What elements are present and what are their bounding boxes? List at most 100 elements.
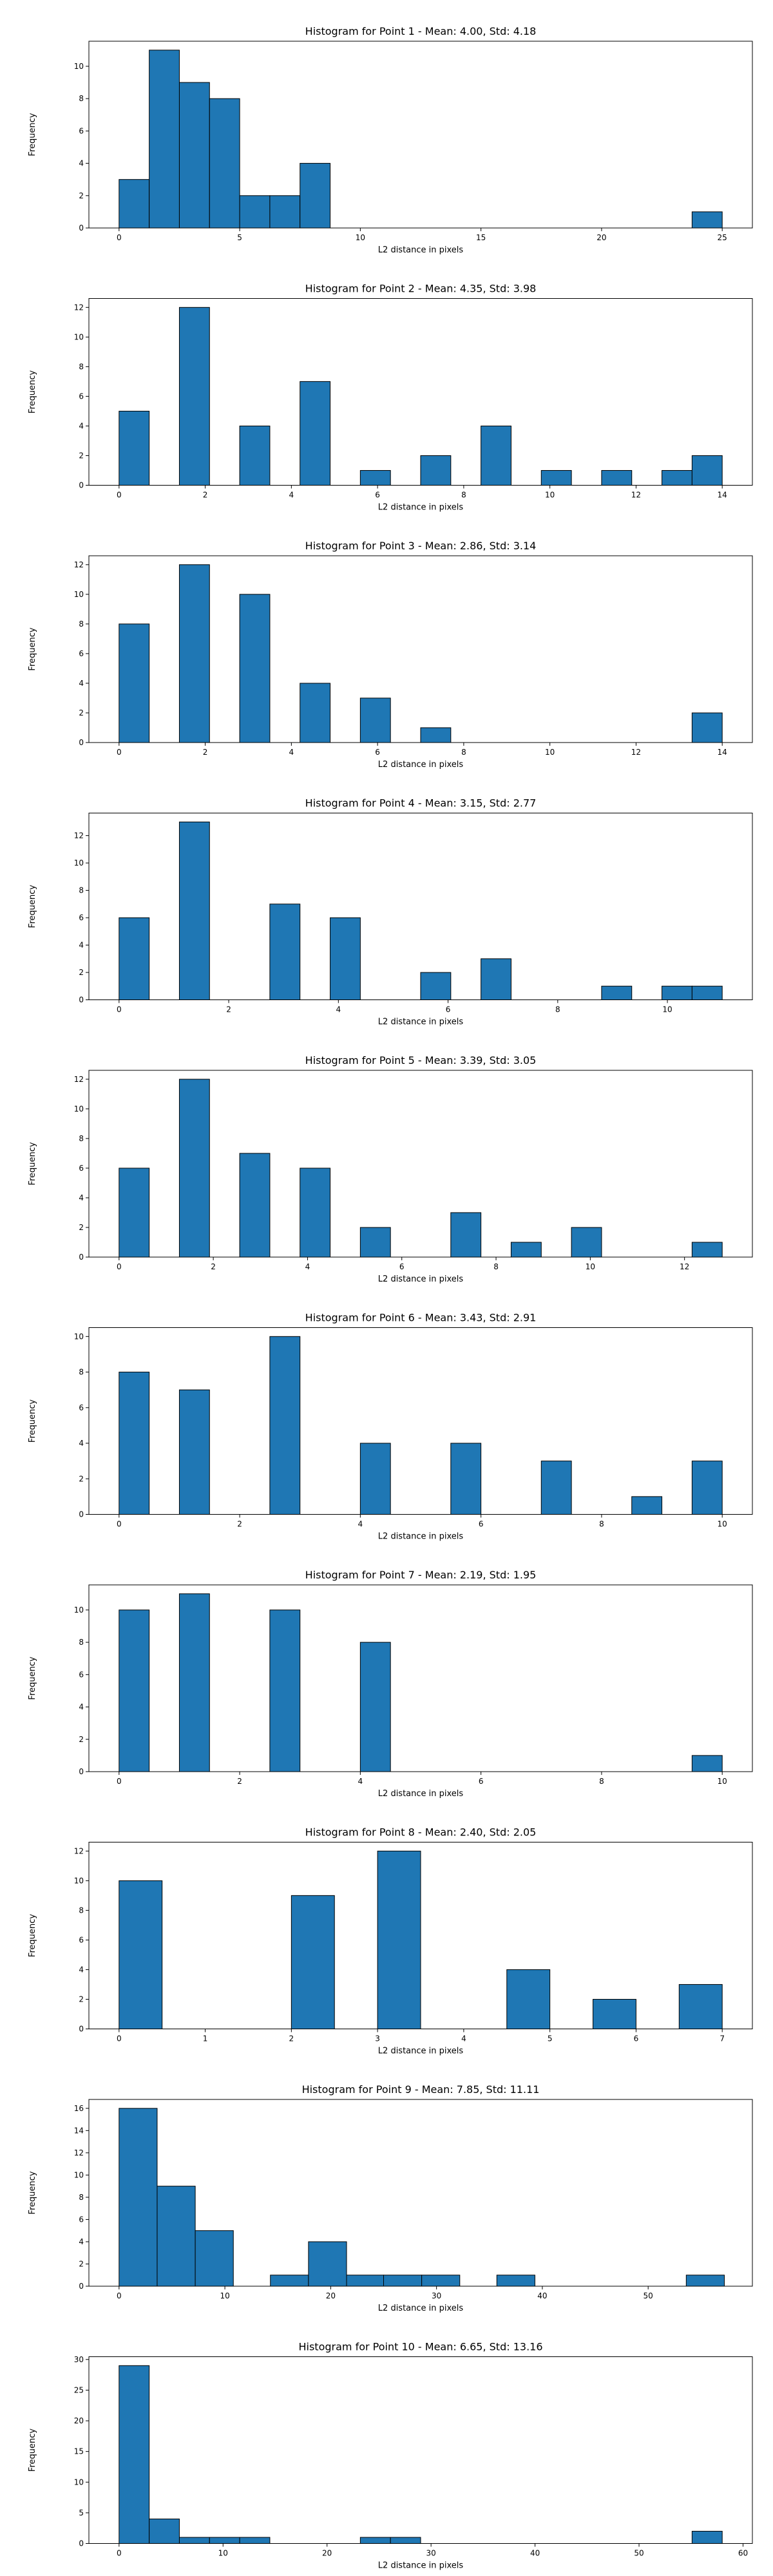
chart-title: Histogram for Point 10 - Mean: 6.65, Std… [298,2341,542,2353]
x-tick-label: 10 [218,2549,228,2558]
y-axis-label: Frequency [28,1656,37,1700]
x-tick-label: 4 [358,1777,363,1786]
histogram-bar [691,1461,723,1515]
chart-title: Histogram for Point 5 - Mean: 3.39, Std:… [305,1054,537,1066]
histogram-bar [359,1443,391,1515]
histogram-bar [239,195,271,229]
histogram-bar [269,195,301,229]
histogram-bar [300,381,331,486]
histogram-panel-8: Histogram for Point 8 - Mean: 2.40, Std:… [28,1826,753,2056]
chart-title: Histogram for Point 6 - Mean: 3.43, Std:… [305,1312,537,1324]
y-tick-label: 12 [74,831,84,840]
histogram-bar [496,2275,535,2287]
x-tick-label: 2 [289,2034,294,2043]
histogram-bar [239,1153,271,1258]
y-tick-label: 0 [79,738,84,747]
y-tick-label: 4 [79,1965,84,1974]
histogram-bar [119,179,150,229]
histogram-bar [119,917,150,1001]
x-tick-label: 5 [237,233,242,242]
x-tick-label: 6 [479,1520,484,1529]
x-tick-label: 10 [545,748,555,757]
y-tick-label: 10 [74,62,84,71]
y-tick-label: 30 [74,2355,84,2364]
y-tick-label: 4 [79,1703,84,1712]
x-tick-label: 40 [530,2549,540,2558]
x-tick-label: 0 [117,2549,122,2558]
x-tick-label: 2 [226,1005,231,1014]
y-tick-label: 2 [79,451,84,460]
x-tick-label: 12 [680,1262,689,1271]
histogram-bar [178,821,210,1001]
chart-title: Histogram for Point 2 - Mean: 4.35, Std:… [305,283,537,295]
histogram-bar [119,1372,150,1515]
histogram-bar [300,163,331,229]
x-tick-label: 10 [586,1262,595,1271]
chart-title: Histogram for Point 8 - Mean: 2.40, Std:… [305,1826,537,1839]
y-tick-label: 6 [79,1164,84,1173]
x-axis-label: L2 distance in pixels [378,1274,464,1284]
y-axis-label: Frequency [28,2429,37,2472]
histogram-bar [685,2275,725,2287]
histogram-bar [662,469,692,486]
x-axis-label: L2 distance in pixels [378,2561,464,2571]
x-tick-label: 8 [555,1005,560,1014]
x-tick-label: 10 [356,233,365,242]
x-tick-label: 10 [662,1005,672,1014]
histogram-bar [359,2537,391,2544]
histogram-bar [631,1496,663,1515]
x-axis-label: L2 distance in pixels [378,245,464,255]
y-tick-label: 10 [74,1104,84,1113]
histogram-bar [450,1212,482,1258]
histogram-bar [691,2530,723,2544]
y-tick-label: 2 [79,2259,84,2268]
plot-frame [88,298,753,486]
histogram-bar [420,455,452,486]
x-tick-label: 30 [432,2291,441,2300]
histogram-bar [346,2275,385,2287]
y-tick-label: 4 [79,1439,84,1448]
histogram-bar [209,2537,240,2544]
x-tick-label: 8 [599,1777,604,1786]
x-tick-label: 14 [718,491,727,500]
x-tick-label: 6 [634,2034,639,2043]
histogram-bar [149,2518,180,2544]
histogram-bar [149,50,180,229]
x-tick-label: 60 [738,2549,748,2558]
y-tick-label: 5 [79,2508,84,2517]
y-tick-label: 12 [74,1075,84,1084]
y-tick-label: 2 [79,1994,84,2003]
histogram-bar [178,1389,210,1515]
y-tick-label: 12 [74,1846,84,1855]
y-tick-label: 2 [79,708,84,717]
y-tick-label: 4 [79,1193,84,1202]
y-tick-label: 8 [79,1906,84,1915]
x-tick-label: 30 [426,2549,436,2558]
x-tick-label: 0 [117,1262,122,1271]
y-tick-label: 10 [74,2170,84,2179]
x-tick-label: 2 [211,1262,216,1271]
histogram-bar [390,2537,421,2544]
x-tick-label: 2 [237,1520,242,1529]
x-tick-label: 6 [375,491,380,500]
histogram-bar [269,904,301,1001]
histogram-panel-7: Histogram for Point 7 - Mean: 2.19, Std:… [28,1569,753,1799]
x-axis-label: L2 distance in pixels [378,2047,464,2056]
y-tick-label: 0 [79,1253,84,1262]
histogram-bar [178,1593,210,1772]
histogram-bar [119,1168,150,1258]
y-axis-label: Frequency [28,885,37,928]
histogram-bar [359,469,391,486]
y-tick-label: 6 [79,126,84,135]
y-tick-label: 10 [74,332,84,341]
y-tick-label: 6 [79,392,84,401]
y-tick-label: 6 [79,2215,84,2224]
histogram-bar [691,712,723,743]
histogram-bar [593,1998,636,2029]
y-tick-label: 25 [74,2385,84,2394]
x-tick-label: 50 [634,2549,644,2558]
histogram-bar [239,2537,271,2544]
y-tick-label: 2 [79,191,84,200]
y-tick-label: 2 [79,1474,84,1483]
x-tick-label: 20 [326,2291,336,2300]
